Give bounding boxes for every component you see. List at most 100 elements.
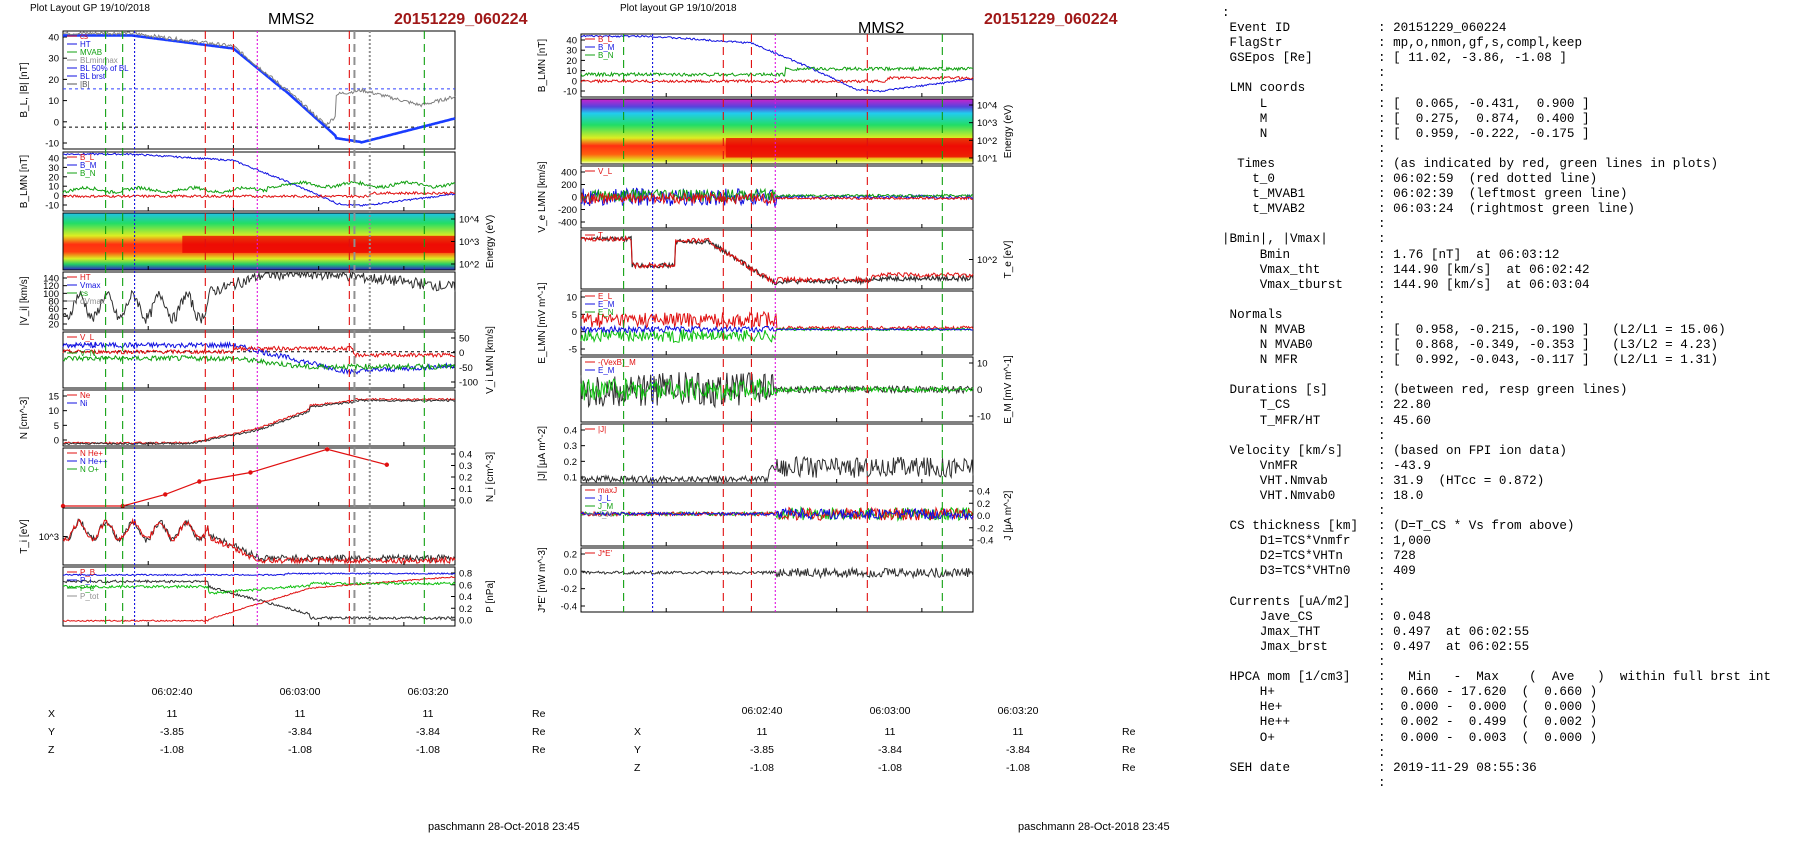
series-line [580, 327, 974, 344]
info-key: T_MFR/HT [1222, 413, 1321, 428]
left-time-axis: 06:02:40 06:03:00 06:03:20 [152, 686, 449, 698]
info-value: : 1,000 [1378, 534, 1431, 549]
ephemeris-value: 11 [1013, 726, 1024, 738]
info-value: : 728 [1378, 549, 1416, 564]
info-row: |Bmin|, |Vmax|: [1222, 232, 1802, 247]
y-tick-label: -0.4 [561, 602, 577, 613]
info-value: : 144.90 [km/s] at 06:02:42 [1378, 262, 1590, 277]
y-tick-label: 5 [572, 310, 577, 321]
ephemeris-value: -1.08 [1006, 762, 1030, 774]
ephemeris-value: -3.85 [750, 744, 774, 756]
y-tick-label: 20 [566, 56, 577, 67]
info-key: Jmax_brst [1222, 639, 1328, 654]
legend-label: T [598, 231, 603, 240]
info-value: : 0.660 - 17.620 ( 0.660 ) [1378, 685, 1598, 700]
ephemeris-value: -3.84 [416, 726, 440, 738]
panel-JLMN: 0.40.20.0-0.2 -0.4 J [μA m^-2] maxJJ_LJ_MJ_… [580, 484, 1014, 547]
info-row: t_MVAB2: 06:03:24 (rightmost green line) [1222, 202, 1802, 217]
y-tick-label: -100 [459, 378, 478, 389]
info-key: D2=TCS*VHTn [1222, 549, 1343, 564]
y-tick-label: 0.2 [564, 550, 577, 561]
y-tick-label: -0.4 [977, 536, 993, 547]
y-tick-label: 10 [48, 96, 59, 107]
y-tick-label: -0.2 [561, 584, 577, 595]
ephemeris-value: 11 [167, 708, 178, 720]
y-axis-label: |J| [μA m^-2] [537, 426, 548, 481]
ephemeris-value: -3.85 [160, 726, 184, 738]
y-tick-label: 0 [54, 117, 59, 128]
legend-label: J_L [598, 494, 611, 503]
info-value: : 06:02:59 (red dotted line) [1378, 172, 1598, 187]
info-value: : [1378, 594, 1386, 609]
series-line [62, 190, 456, 199]
y-tick-label: 10 [566, 66, 577, 77]
panel-frame [62, 566, 456, 627]
ephemeris-unit: Re [1122, 744, 1136, 756]
y-tick-label: 40 [48, 312, 59, 323]
info-value: : 409 [1378, 564, 1416, 579]
info-row: t_0: 06:02:59 (red dotted line) [1222, 172, 1802, 187]
info-key: |Bmin|, |Vmax| [1222, 232, 1328, 247]
info-row: N MVAB0: [ 0.868, -0.349, -0.353 ] (L3/L… [1222, 338, 1802, 353]
info-value: : mp,o,nmon,gf,s,compl,keep [1378, 36, 1583, 51]
y-tick-label: 20 [48, 320, 59, 331]
ephemeris-value: -3.84 [878, 744, 902, 756]
info-key: T_CS [1222, 398, 1291, 413]
info-value: : 06:02:39 (leftmost green line) [1378, 187, 1628, 202]
legend-label: -(VexB)_M [598, 358, 636, 367]
y-axis-label: N_i [cm^-3] [485, 452, 496, 502]
info-key: HPCA mom [1/cm3] [1222, 670, 1351, 685]
info-row: HPCA mom [1/cm3]: Min - Max ( Ave ) with… [1222, 670, 1802, 685]
panel-Ti: 10^3 T_i [eV] [19, 507, 456, 566]
info-value: : 0.497 at 06:02:55 [1378, 624, 1530, 639]
y-tick-label: 0 [572, 193, 577, 204]
info-key: N MVAB [1222, 322, 1306, 337]
y-axis-label: B_LMN [nT] [19, 155, 30, 209]
time-tick-label: 06:02:40 [152, 686, 193, 698]
data-point [324, 447, 330, 452]
y-tick-label: -400 [558, 218, 577, 229]
legend-label: J_N [598, 510, 612, 519]
y-tick-label: -10 [45, 139, 59, 150]
info-row: : [1222, 217, 1802, 232]
right-time-axis: 06:02:40 06:03:00 06:03:20 [742, 705, 1039, 717]
y-tick-label: 10^2 [977, 136, 997, 147]
ephemeris-unit: Re [532, 726, 546, 738]
panel-frame [62, 331, 456, 389]
legend-label: B_N [80, 169, 96, 178]
info-row: Jave_CS: 0.048 [1222, 610, 1802, 625]
legend-label: cs [80, 289, 88, 298]
info-value: : 45.60 [1378, 413, 1431, 428]
data-point [384, 462, 390, 467]
info-row: L: [ 0.065, -0.431, 0.900 ] [1222, 97, 1802, 112]
y-axis-label: P [nPa] [485, 580, 496, 613]
series-line [580, 377, 974, 401]
info-row: CS thickness [km]: (D=T_CS * Vs from abo… [1222, 519, 1802, 534]
info-value: : [1378, 292, 1386, 307]
panel-frame [62, 447, 456, 507]
y-tick-label: 0.6 [459, 580, 472, 591]
series-line [62, 581, 456, 595]
info-row: VHT.Nmvab0: 18.0 [1222, 489, 1802, 504]
y-axis-label: E_LMN [mV m^-1] [537, 282, 548, 364]
info-row: Jmax_brst: 0.497 at 06:02:55 [1222, 640, 1802, 655]
y-axis-label: E_M [mV m^-1] [1003, 355, 1014, 424]
y-tick-label: 10^3 [39, 532, 59, 543]
series-line [62, 152, 456, 207]
panel-frame [62, 30, 456, 150]
time-tick-label: 06:03:20 [408, 686, 449, 698]
info-key: VHT.Nmvab [1222, 473, 1328, 488]
y-tick-label: 0.2 [459, 604, 472, 615]
y-tick-label: 10^2 [459, 260, 479, 271]
info-value: : [1378, 745, 1386, 760]
info-value: : 144.90 [km/s] at 06:03:04 [1378, 277, 1590, 292]
panel-J: 0.4 0.3 0.2 0.1 |J| [μA m^-2] |J| [537, 423, 974, 484]
ephemeris-value: 11 [423, 708, 434, 720]
series-line [580, 455, 974, 484]
legend-label: BL brst [80, 72, 106, 81]
y-tick-label: 15 [48, 392, 59, 403]
legend-label: E_L [598, 292, 613, 301]
right-header: Plot layout GP 19/10/2018 [620, 3, 737, 14]
info-value: : [1378, 579, 1386, 594]
